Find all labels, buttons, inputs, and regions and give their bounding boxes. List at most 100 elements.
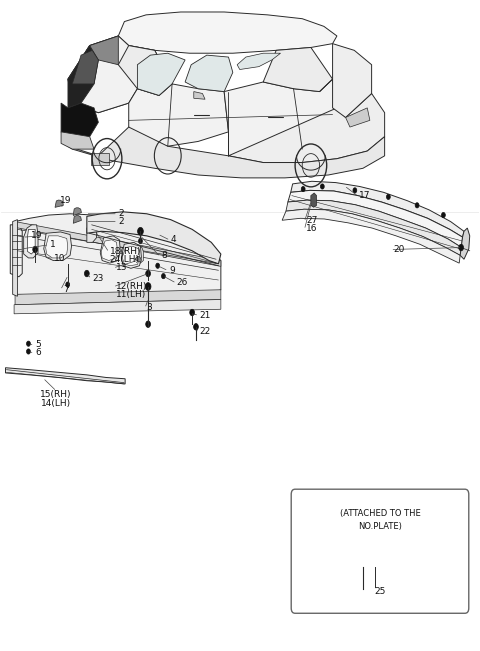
Text: (ATTACHED TO THE: (ATTACHED TO THE — [340, 508, 420, 518]
Text: NO.PLATE): NO.PLATE) — [358, 521, 402, 531]
Polygon shape — [24, 225, 38, 258]
Circle shape — [26, 341, 30, 346]
Circle shape — [415, 202, 419, 208]
Circle shape — [66, 282, 70, 287]
Polygon shape — [14, 299, 221, 314]
Polygon shape — [282, 209, 460, 263]
Circle shape — [145, 283, 151, 290]
Text: 8: 8 — [161, 251, 167, 260]
Polygon shape — [61, 103, 98, 146]
Text: 19: 19 — [60, 197, 71, 205]
Polygon shape — [118, 12, 337, 53]
Polygon shape — [90, 36, 118, 64]
Polygon shape — [185, 55, 233, 92]
Polygon shape — [12, 219, 17, 296]
Polygon shape — [91, 153, 108, 165]
Text: 3: 3 — [147, 303, 153, 312]
Circle shape — [161, 273, 165, 279]
Polygon shape — [129, 84, 228, 146]
Circle shape — [146, 270, 151, 277]
Polygon shape — [122, 246, 140, 266]
Polygon shape — [263, 48, 333, 92]
Circle shape — [442, 212, 445, 217]
Polygon shape — [118, 46, 172, 96]
Polygon shape — [61, 132, 94, 149]
Circle shape — [138, 227, 144, 235]
Text: 11(LH): 11(LH) — [116, 290, 146, 299]
Polygon shape — [68, 36, 137, 113]
Text: 25: 25 — [374, 587, 386, 596]
Text: 13: 13 — [116, 263, 127, 272]
Polygon shape — [228, 94, 384, 163]
Polygon shape — [333, 44, 372, 117]
Text: 16: 16 — [306, 224, 318, 233]
Text: 20: 20 — [393, 245, 405, 254]
Text: 26: 26 — [177, 278, 188, 287]
Polygon shape — [5, 368, 125, 384]
Circle shape — [321, 184, 324, 189]
Text: 1: 1 — [49, 240, 55, 249]
Polygon shape — [286, 200, 462, 255]
Circle shape — [372, 559, 378, 566]
Polygon shape — [72, 50, 98, 84]
Polygon shape — [136, 247, 144, 264]
Text: 24(LH): 24(LH) — [110, 255, 140, 264]
Polygon shape — [46, 236, 68, 258]
Polygon shape — [15, 221, 221, 266]
Polygon shape — [101, 240, 118, 260]
Circle shape — [360, 558, 366, 567]
Text: 2: 2 — [118, 209, 123, 218]
Polygon shape — [68, 127, 384, 178]
Polygon shape — [288, 190, 463, 247]
Polygon shape — [73, 208, 82, 215]
Text: 2: 2 — [118, 217, 123, 226]
Circle shape — [146, 321, 151, 327]
Text: 21: 21 — [199, 311, 211, 320]
Polygon shape — [73, 215, 82, 223]
Polygon shape — [311, 193, 317, 207]
Text: 7: 7 — [63, 284, 69, 294]
Polygon shape — [194, 92, 205, 99]
Polygon shape — [15, 290, 221, 305]
Polygon shape — [460, 228, 470, 259]
Circle shape — [33, 246, 37, 253]
Polygon shape — [87, 212, 221, 264]
Text: 17: 17 — [359, 191, 370, 200]
Polygon shape — [237, 53, 280, 70]
Text: 9: 9 — [169, 266, 175, 275]
Polygon shape — [55, 200, 63, 208]
Text: 10: 10 — [54, 254, 66, 263]
FancyBboxPatch shape — [291, 489, 469, 613]
Polygon shape — [100, 236, 120, 263]
Text: 14(LH): 14(LH) — [41, 399, 71, 408]
Polygon shape — [121, 242, 142, 268]
Polygon shape — [27, 229, 35, 254]
Polygon shape — [346, 108, 370, 127]
Polygon shape — [15, 214, 221, 303]
Circle shape — [301, 186, 305, 191]
Polygon shape — [135, 256, 141, 262]
Polygon shape — [68, 36, 172, 113]
Text: 23: 23 — [93, 273, 104, 283]
Polygon shape — [224, 79, 337, 156]
Text: 27: 27 — [306, 216, 317, 225]
Circle shape — [139, 238, 143, 243]
Text: 22: 22 — [199, 327, 211, 337]
Text: 18(RH): 18(RH) — [110, 247, 141, 256]
Text: 12(RH): 12(RH) — [116, 282, 147, 291]
Polygon shape — [137, 53, 185, 96]
Polygon shape — [68, 46, 98, 108]
Circle shape — [353, 187, 357, 193]
Polygon shape — [291, 181, 464, 237]
Circle shape — [156, 263, 159, 268]
Circle shape — [190, 309, 194, 316]
Polygon shape — [10, 225, 22, 277]
Text: 15(RH): 15(RH) — [40, 391, 72, 400]
Circle shape — [386, 194, 390, 199]
Text: 6: 6 — [35, 348, 41, 357]
Text: 4: 4 — [170, 235, 176, 244]
Circle shape — [459, 244, 464, 251]
Circle shape — [84, 270, 89, 277]
Circle shape — [193, 324, 198, 330]
Text: 5: 5 — [35, 340, 41, 350]
